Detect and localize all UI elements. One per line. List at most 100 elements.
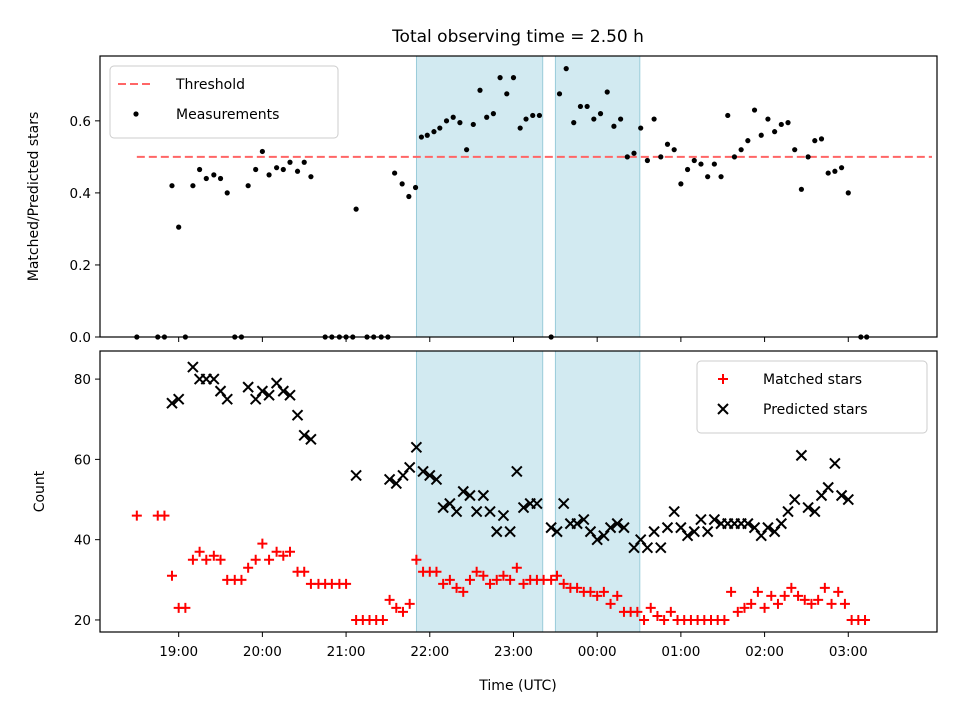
measurement-point	[224, 190, 230, 196]
predicted-stars-point	[545, 521, 557, 534]
matched-stars-point	[404, 598, 415, 609]
measurement-point	[406, 193, 412, 200]
x-tick-label: 03:00	[829, 644, 868, 660]
predicted-stars-point	[557, 497, 570, 510]
matched-stars-point	[471, 566, 482, 577]
predicted-stars-point	[430, 473, 443, 486]
matched-stars-point	[639, 614, 650, 625]
measurement-point	[399, 181, 405, 187]
measurement-point	[176, 224, 182, 230]
measurement-point	[718, 174, 724, 180]
matched-stars-point	[592, 590, 603, 601]
predicted-stars-point	[511, 465, 523, 478]
measurement-point	[597, 111, 604, 117]
measurement-point	[259, 148, 265, 155]
matched-stars-point	[799, 594, 810, 605]
predicted-stars-point	[464, 489, 476, 502]
predicted-stars-point	[470, 505, 483, 518]
measurement-point	[658, 154, 664, 160]
measurement-point	[725, 112, 731, 119]
predicted-stars-point	[681, 529, 694, 542]
matched-stars-point	[478, 570, 489, 581]
matched-stars-point	[397, 606, 408, 617]
matched-stars-point	[187, 554, 198, 565]
matched-stars-point	[208, 550, 219, 561]
measurement-point	[758, 132, 764, 138]
measurement-point	[684, 166, 691, 173]
measurement-point	[671, 147, 677, 153]
measurement-point	[698, 161, 704, 167]
matched-stars-point	[271, 546, 282, 557]
x-tick-label: 00:00	[578, 644, 617, 660]
matched-stars-point	[572, 582, 583, 593]
matched-stars-point	[250, 554, 261, 565]
matched-stars-point	[598, 586, 609, 597]
predicted-stars-point	[403, 461, 416, 474]
measurement-point	[197, 166, 203, 173]
predicted-stars-point	[277, 385, 290, 397]
count-shaded-interval-2	[554, 350, 641, 633]
matched-stars-point	[793, 590, 804, 601]
x-tick-label: 02:00	[745, 644, 784, 660]
ratio-y-axis-label: Matched/Predicted stars	[26, 112, 42, 282]
predicted-stars-point	[695, 513, 707, 526]
measurement-point	[591, 116, 597, 122]
measurement-point	[785, 120, 791, 126]
count-shaded-intervals	[415, 350, 641, 633]
predicted-stars-point	[809, 505, 821, 518]
matched-stars-point	[264, 554, 275, 565]
measurement-point	[418, 134, 425, 140]
count-y-axis: 20 40 60 80	[74, 372, 100, 629]
predicted-stars-point	[187, 361, 199, 373]
chart-title: Total observing time = 2.50 h	[391, 27, 644, 47]
matched-stars-point	[438, 578, 449, 589]
predicted-stars-point	[775, 517, 788, 530]
measurement-point	[457, 120, 463, 126]
predicted-stars-point	[551, 525, 563, 538]
matched-stars-point	[605, 598, 616, 609]
predicted-stars-point	[242, 381, 254, 393]
predicted-stars-point	[450, 505, 463, 518]
matched-stars-point	[645, 602, 656, 613]
matched-stars-point	[632, 606, 643, 617]
ratio-y-tick-label: 0.6	[70, 114, 91, 130]
measurement-point	[280, 166, 286, 173]
ratio-x-ticks	[178, 337, 849, 342]
predicted-stars-point	[491, 525, 503, 538]
predicted-stars-point	[604, 521, 617, 534]
matched-stars-point	[498, 570, 509, 581]
matched-stars-point	[491, 574, 502, 585]
measurement-point	[731, 154, 738, 160]
matched-stars-point	[384, 594, 395, 605]
measurement-point	[556, 91, 563, 97]
ratio-axes-frame	[99, 55, 938, 338]
measurement-point	[490, 111, 496, 117]
x-tick-label: 19:00	[159, 644, 198, 660]
measurement-point	[301, 159, 307, 165]
measurement-point	[287, 159, 293, 165]
matched-stars-point	[772, 598, 783, 609]
measurement-point	[691, 157, 697, 164]
legend-matched-stars-swatch	[718, 374, 728, 384]
matched-stars-point	[719, 614, 730, 625]
measurement-point	[678, 181, 684, 187]
matched-stars-point	[431, 566, 442, 577]
predicted-stars-point	[517, 501, 530, 514]
measurement-point	[832, 168, 838, 174]
predicted-stars-point	[762, 521, 774, 534]
predicted-stars-point	[742, 517, 754, 530]
measurement-point	[253, 166, 259, 173]
matched-stars-point	[451, 582, 462, 593]
matched-stars-point	[786, 582, 797, 593]
legend-label: Measurements	[176, 107, 279, 123]
predicted-stars-point	[802, 501, 814, 514]
matched-stars-point	[739, 602, 750, 613]
count-y-tick-label: 20	[74, 613, 91, 629]
predicted-stars-point	[782, 505, 794, 518]
matched-stars-point	[458, 586, 469, 597]
measurement-point	[838, 165, 845, 171]
predicted-stars-point	[795, 449, 808, 462]
measurement-point	[577, 103, 584, 110]
matched-stars-point	[552, 570, 563, 581]
measurement-point	[818, 136, 825, 142]
